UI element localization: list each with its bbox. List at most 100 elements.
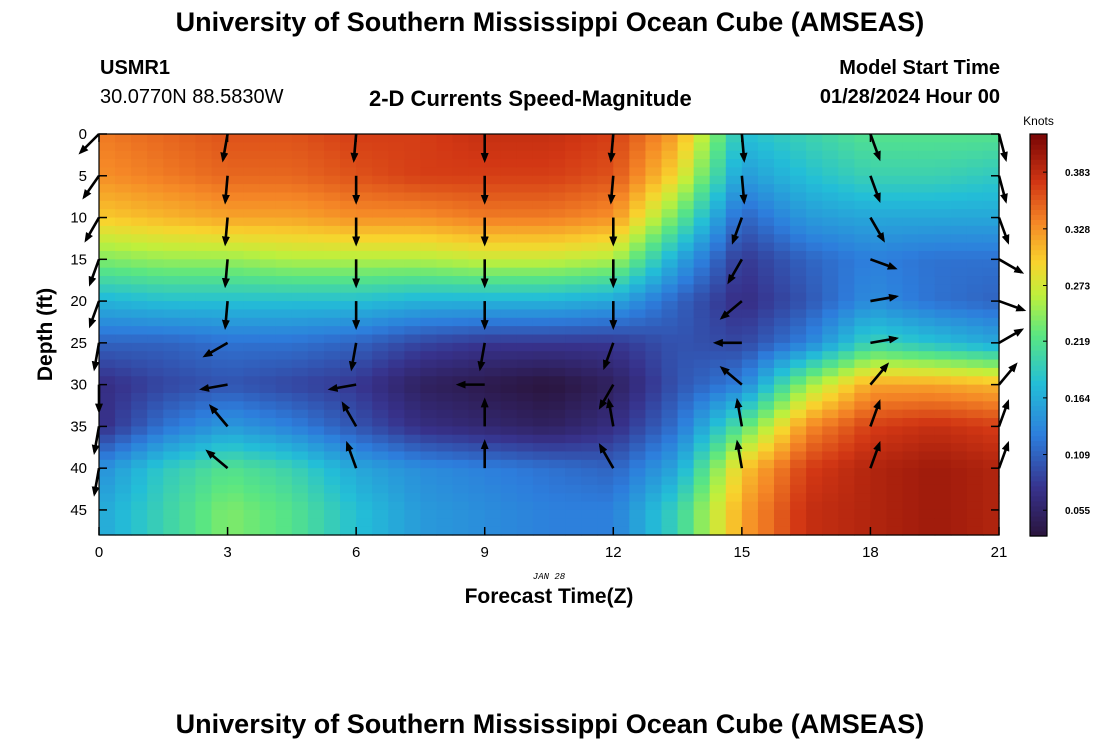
heatmap-cell [404, 418, 422, 427]
colorbar-segment [1030, 204, 1047, 210]
heatmap-cell [372, 209, 389, 219]
heatmap-cell [613, 292, 630, 302]
heatmap-cell [886, 367, 904, 377]
y-tick-label: 30 [70, 377, 87, 394]
heatmap-cell [115, 301, 132, 311]
heatmap-cell [179, 284, 197, 294]
heatmap-cell [227, 426, 245, 436]
heatmap-cell [468, 409, 486, 419]
heatmap-cell [774, 409, 791, 419]
heatmap-cell [372, 434, 389, 444]
heatmap-cell [806, 501, 823, 511]
heatmap-cell [147, 159, 164, 169]
heatmap-cell [966, 159, 984, 169]
heatmap-cell [870, 468, 888, 478]
heatmap-cell [725, 209, 743, 219]
heatmap-cell [147, 493, 164, 503]
heatmap-cell [549, 359, 566, 369]
heatmap-cell [468, 242, 486, 252]
heatmap-cell [757, 418, 775, 427]
heatmap-cell [211, 326, 229, 336]
heatmap-cell [549, 276, 566, 285]
heatmap-cell [565, 184, 582, 194]
heatmap-cell [982, 142, 1000, 152]
heatmap-cell [613, 167, 630, 177]
heatmap-cell [966, 242, 984, 252]
colorbar-segment [1030, 314, 1047, 321]
heatmap-cell [966, 459, 984, 469]
heatmap-cell [115, 434, 132, 444]
heatmap-cell [195, 217, 213, 227]
heatmap-cell [99, 443, 116, 453]
heatmap-cell [854, 200, 872, 210]
heatmap-cell [211, 476, 229, 486]
heatmap-cell [982, 209, 1000, 219]
heatmap-cell [629, 192, 647, 202]
heatmap-cell [581, 317, 598, 327]
heatmap-cell [597, 242, 614, 252]
heatmap-cell [870, 159, 888, 169]
heatmap-cell [806, 384, 823, 394]
heatmap-cell [918, 259, 936, 269]
heatmap-cell [356, 351, 373, 361]
heatmap-cell [774, 392, 791, 402]
heatmap-cell [211, 526, 229, 536]
heatmap-cell [838, 317, 855, 327]
heatmap-cell [484, 301, 502, 311]
heatmap-cell [99, 242, 116, 252]
heatmap-cell [902, 434, 920, 444]
heatmap-cell [211, 192, 229, 202]
heatmap-cell [516, 468, 534, 478]
heatmap-cell [275, 259, 293, 269]
heatmap-cell [275, 167, 293, 177]
heatmap-cell [275, 526, 293, 536]
heatmap-cell [147, 225, 164, 235]
heatmap-cell [806, 351, 823, 361]
heatmap-cell [436, 209, 454, 219]
heatmap-cell [340, 317, 357, 327]
heatmap-cell [147, 209, 164, 219]
heatmap-cell [404, 242, 422, 252]
heatmap-cell [757, 242, 775, 252]
heatmap-cell [259, 242, 277, 252]
heatmap-cell [532, 426, 550, 436]
heatmap-cell [372, 250, 389, 260]
heatmap-cell [291, 159, 309, 169]
heatmap-cell [982, 509, 1000, 519]
heatmap-cell [147, 234, 164, 244]
colorbar-segment [1030, 319, 1047, 326]
heatmap-cell [629, 175, 647, 185]
heatmap-cell [854, 250, 872, 260]
colorbar-segment [1030, 485, 1047, 492]
heatmap-cell [259, 150, 277, 160]
heatmap-cell [372, 351, 389, 361]
heatmap-cell [420, 317, 438, 327]
heatmap-cell [677, 200, 695, 210]
heatmap-cell [291, 509, 309, 519]
heatmap-cell [404, 292, 422, 302]
heatmap-cell [902, 468, 920, 478]
heatmap-cell [613, 184, 630, 194]
heatmap-cell [629, 209, 647, 219]
heatmap-cell [115, 392, 132, 402]
heatmap-cell [195, 200, 213, 210]
heatmap-cell [452, 359, 470, 369]
heatmap-cell [307, 159, 325, 169]
heatmap-cell [661, 167, 679, 177]
heatmap-cell [131, 476, 148, 486]
heatmap-cell [790, 501, 807, 511]
heatmap-cell [99, 342, 116, 352]
heatmap-cell [838, 384, 855, 394]
heatmap-cell [549, 167, 566, 177]
heatmap-cell [275, 309, 293, 319]
heatmap-cell [806, 234, 823, 244]
heatmap-cell [693, 384, 711, 394]
heatmap-cell [870, 484, 888, 494]
heatmap-cell [420, 384, 438, 394]
heatmap-cell [275, 484, 293, 494]
heatmap-cell [372, 234, 389, 244]
heatmap-cell [163, 401, 180, 411]
heatmap-cell [436, 359, 454, 369]
heatmap-cell [790, 142, 807, 152]
